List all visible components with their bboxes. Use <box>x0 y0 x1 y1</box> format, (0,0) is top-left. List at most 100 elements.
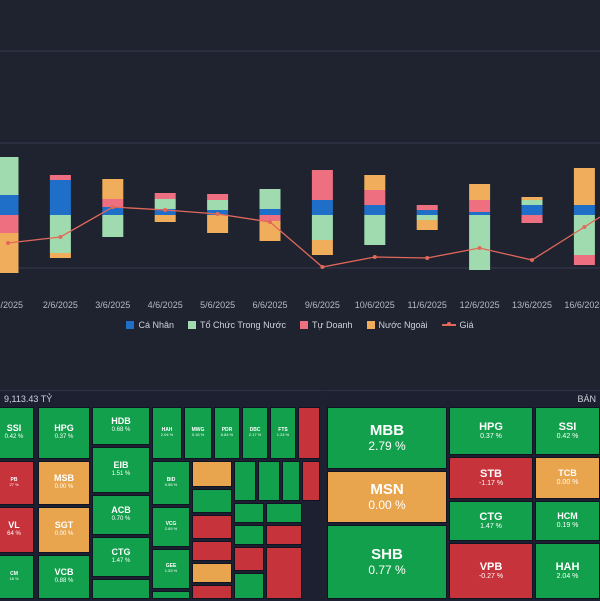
treemap-tile[interactable]: VCG 2.89 % <box>152 507 190 547</box>
price-point <box>425 256 430 260</box>
tile-change: 64 % <box>7 531 21 538</box>
tile-ticker: SSI <box>558 420 577 433</box>
tile-change: 0.77 % <box>368 563 406 578</box>
tile-ticker: TCB <box>558 467 577 478</box>
treemap-tile[interactable]: STB -1.17 % <box>449 457 533 499</box>
treemap-tile[interactable]: FTS 1.24 % <box>270 407 296 459</box>
price-point <box>320 265 325 269</box>
treemap-tile[interactable]: MBB 2.79 % <box>327 407 447 469</box>
treemap-tile[interactable]: HAH 2.04 % <box>152 407 182 459</box>
bar-segment <box>207 215 229 233</box>
treemap-tile[interactable]: VL 64 % <box>0 507 34 553</box>
treemap-tile[interactable]: HPG 0.37 % <box>38 407 90 459</box>
bar-segment <box>154 199 176 209</box>
treemap-tile[interactable] <box>266 503 302 523</box>
treemap-tile[interactable]: SSI 0.42 % <box>535 407 600 455</box>
treemap-tile[interactable]: CTG 1.47 % <box>92 537 150 577</box>
treemap-tile[interactable]: MWG 0.16 % <box>184 407 212 459</box>
treemap-tile[interactable]: EIB 1.51 % <box>92 447 150 493</box>
x-tick-label: 12/6/2025 <box>460 300 500 310</box>
treemap-tile[interactable]: CM 18 % <box>0 555 34 599</box>
tile-change: 0.00 % <box>54 484 74 491</box>
price-point <box>58 235 63 239</box>
legend-item-tu-doanh[interactable]: Tự Doanh <box>300 320 353 330</box>
treemap-tile[interactable] <box>192 541 232 561</box>
treemap-tile[interactable]: CTG 1.47 % <box>449 501 533 541</box>
treemap-tile[interactable] <box>282 461 300 501</box>
treemap-tile[interactable]: PB 27 % <box>0 461 34 505</box>
x-tick-label: 5/6/2025 <box>200 300 235 310</box>
treemap-tile[interactable]: HCM 0.19 % <box>535 501 600 541</box>
treemap-tile[interactable]: DBC 2.17 % <box>242 407 268 459</box>
treemap-tile[interactable]: HPG 0.37 % <box>449 407 533 455</box>
treemap-tile[interactable]: HDB 0.68 % <box>92 407 150 445</box>
treemap-tile[interactable] <box>192 489 232 513</box>
treemap-tile[interactable]: SSI 0.42 % <box>0 407 34 459</box>
x-tick-label: /5/2025 <box>0 300 23 310</box>
treemap-tile[interactable]: SGT 0.00 % <box>38 507 90 553</box>
treemap-tile[interactable]: GEE 1.53 % <box>152 549 190 589</box>
treemap-tile[interactable]: MSN 0.00 % <box>327 471 447 523</box>
legend-item-ca-nhan[interactable]: Cá Nhân <box>126 320 174 330</box>
bar-segment <box>416 205 438 210</box>
treemap-tile[interactable] <box>298 407 320 459</box>
price-point <box>268 220 272 224</box>
tile-ticker: EIB <box>113 460 129 471</box>
tile-change: 27 % <box>9 482 19 488</box>
treemap-tile[interactable]: MSB 0.00 % <box>38 461 90 505</box>
bar-segment <box>49 180 71 215</box>
treemap-tile[interactable] <box>234 461 256 501</box>
bar-segment <box>364 190 386 205</box>
treemap-tile[interactable] <box>234 573 264 599</box>
treemap-tile[interactable] <box>266 525 302 545</box>
stacked-bar-chart: /5/2025 2/6/2025 3/6/2025 4/6/2025 5/6/2025 6… <box>0 50 600 310</box>
bar-segment <box>573 215 595 255</box>
treemap-tile[interactable]: ACB 0.70 % <box>92 495 150 535</box>
bar-segment <box>0 215 19 233</box>
x-tick-label: 11/6/2025 <box>408 300 447 310</box>
treemap-tile[interactable] <box>152 591 190 599</box>
tile-ticker: SHB <box>371 545 403 563</box>
tile-change: 2.17 % <box>248 432 262 438</box>
treemap-tile[interactable] <box>234 547 264 571</box>
treemap-tile[interactable]: PDR 6.84 % <box>214 407 240 459</box>
treemap-tile[interactable] <box>192 585 232 599</box>
buy-treemap: SSI 0.42 % HPG 0.37 % HDB 0.68 % HAH 2.04 % MWG 0… <box>0 407 320 601</box>
treemap-tile[interactable] <box>266 547 302 599</box>
bar-segment <box>469 200 491 212</box>
treemap-tile[interactable]: SHB 0.77 % <box>327 525 447 599</box>
legend-item-gia[interactable]: Giá <box>441 320 474 330</box>
legend-item-to-chuc[interactable]: Tổ Chức Trong Nước <box>188 320 286 330</box>
bar-segment <box>311 200 333 215</box>
tile-change: 2.79 % <box>368 439 406 454</box>
treemap-tile[interactable] <box>234 525 264 545</box>
treemap-tile[interactable] <box>302 461 320 501</box>
legend-item-nuoc-ngoai[interactable]: Nước Ngoài <box>366 320 428 330</box>
treemap-tile[interactable]: VPB -0.27 % <box>449 543 533 599</box>
treemap-tile[interactable]: BID 0.56 % <box>152 461 190 505</box>
treemap-tile[interactable] <box>258 461 280 501</box>
bar-segment <box>364 205 386 215</box>
bar-segment <box>259 215 281 221</box>
treemap-tile[interactable] <box>192 461 232 487</box>
tile-change: -1.17 % <box>478 479 504 487</box>
treemap-tile[interactable]: HAH 2.04 % <box>535 543 600 599</box>
tile-ticker: VCB <box>54 567 74 578</box>
treemap-tile[interactable]: VCB 0.88 % <box>38 555 90 599</box>
treemap-tile[interactable] <box>92 579 150 599</box>
x-tick-label: 4/6/2025 <box>148 300 183 310</box>
panel-header-sell: BÁN <box>577 394 596 404</box>
tile-ticker: MWG <box>191 426 205 433</box>
treemap-tile[interactable]: TCB 0.00 % <box>535 457 600 499</box>
treemap-tile[interactable] <box>192 515 232 539</box>
x-tick-label: 3/6/2025 <box>95 300 130 310</box>
legend-swatch-orange <box>366 321 375 329</box>
treemap-tile[interactable] <box>192 563 232 583</box>
tile-change: 0.16 % <box>191 432 205 438</box>
price-point <box>372 255 377 259</box>
tile-ticker: CTG <box>111 547 131 558</box>
bar-segment <box>469 215 491 270</box>
price-point <box>477 246 482 250</box>
treemap-tile[interactable] <box>234 503 264 523</box>
tile-ticker: MSB <box>54 473 74 484</box>
